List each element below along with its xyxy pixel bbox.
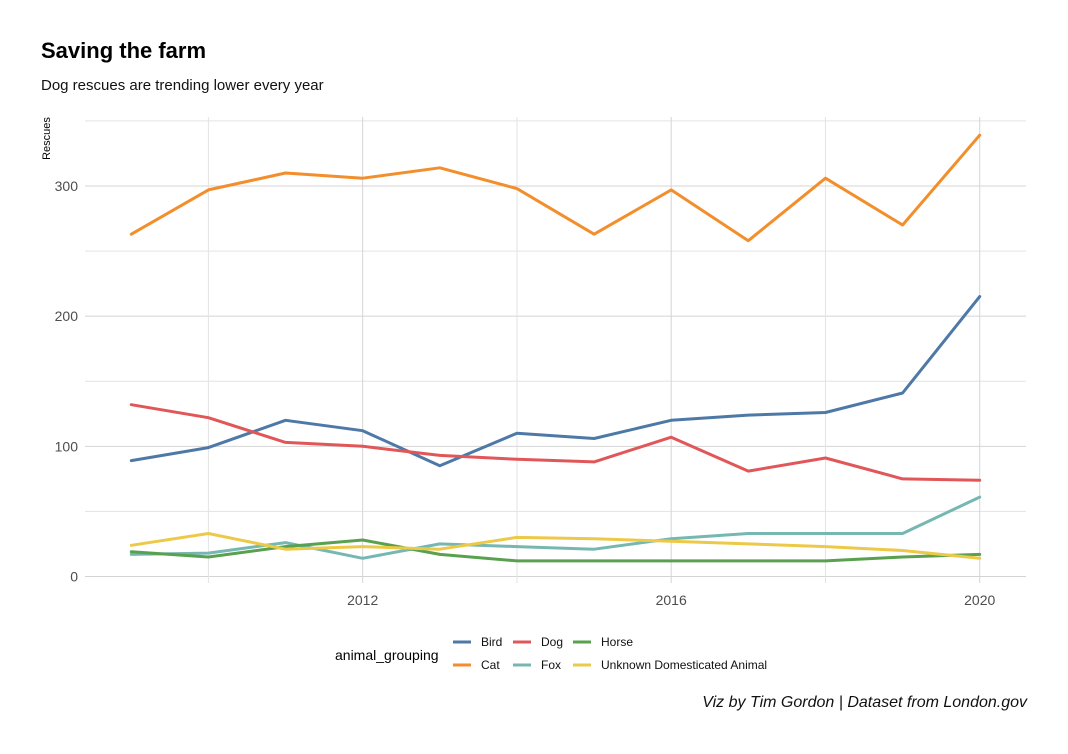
legend-label: Cat [481, 658, 500, 672]
x-tick-label: 2012 [347, 592, 378, 608]
legend-label: Dog [541, 635, 563, 649]
series-line-dog [129, 403, 982, 482]
grid-lines [85, 117, 1026, 583]
x-tick-label: 2020 [964, 592, 995, 608]
series-line-fox [129, 495, 982, 560]
series-line-bird [129, 295, 982, 468]
series-line-horse [129, 538, 982, 563]
legend-title: animal_grouping [335, 647, 439, 663]
y-tick-label: 100 [55, 438, 79, 454]
y-tick-label: 0 [70, 568, 78, 584]
legend-label: Bird [481, 635, 502, 649]
legend-label: Fox [541, 658, 561, 672]
series-line-cat [129, 133, 982, 243]
chart-subtitle: Dog rescues are trending lower every yea… [41, 77, 324, 94]
legend-label: Horse [601, 635, 633, 649]
axes: 0 100 200 300 2012 2016 2020 Rescues [41, 117, 996, 608]
y-tick-label: 300 [55, 178, 79, 194]
y-axis-title: Rescues [41, 117, 53, 160]
y-tick-label: 200 [55, 308, 79, 324]
chart-caption: Viz by Tim Gordon | Dataset from London.… [702, 694, 1027, 711]
x-tick-label: 2016 [656, 592, 687, 608]
series-lines [129, 133, 982, 563]
legend-label: Unknown Domesticated Animal [601, 658, 767, 672]
legend: animal_grouping Bird Cat Dog Fox Horse Unknown… [335, 635, 767, 672]
series-line-unknown-domesticated-animal [129, 532, 982, 560]
chart-title: Saving the farm [41, 38, 207, 63]
